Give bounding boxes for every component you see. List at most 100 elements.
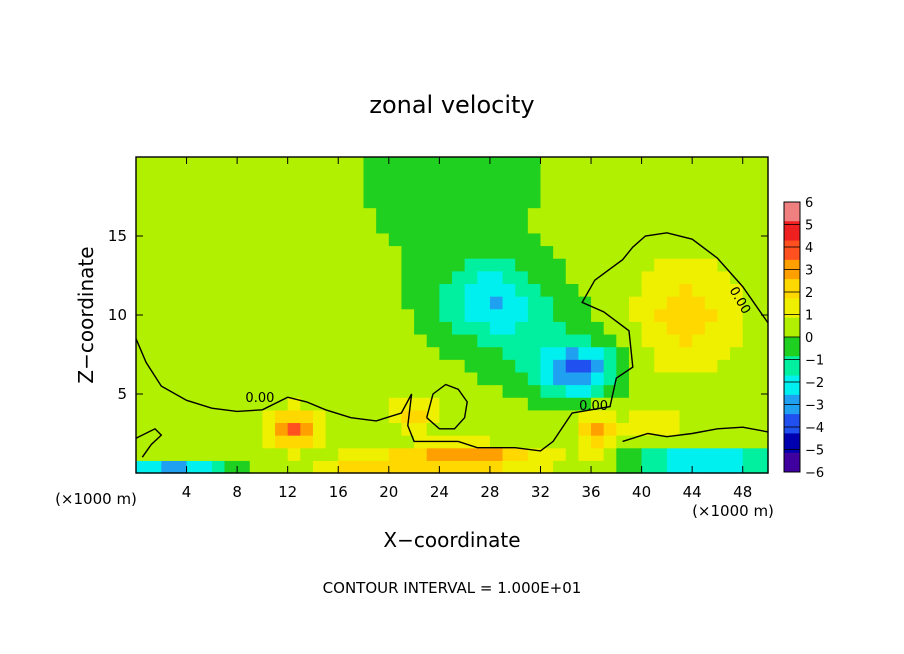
field-cell xyxy=(262,359,276,373)
field-cell xyxy=(641,308,655,322)
x-unit-left: (×1000 m) xyxy=(55,490,137,508)
field-cell xyxy=(414,283,428,297)
field-cell xyxy=(692,409,706,424)
field-cell xyxy=(388,232,403,247)
field-cell xyxy=(628,245,643,259)
field-cell xyxy=(565,435,579,449)
field-cell xyxy=(628,333,643,348)
field-cell xyxy=(350,321,365,335)
field-cell xyxy=(730,435,744,449)
field-cell xyxy=(388,371,403,386)
field-cell xyxy=(312,296,327,310)
field-cell xyxy=(275,270,289,284)
field-cell xyxy=(186,397,200,411)
field-cell xyxy=(628,194,643,209)
field-cell xyxy=(616,359,630,373)
field-cell xyxy=(755,296,769,310)
field-cell xyxy=(148,157,162,171)
field-cell xyxy=(692,359,706,373)
field-cell xyxy=(325,245,339,259)
field-cell xyxy=(578,447,592,461)
colorbar-swatch xyxy=(784,452,800,473)
field-cell xyxy=(502,422,516,436)
field-cell xyxy=(591,422,605,436)
x-tick-label: 20 xyxy=(379,483,398,501)
field-cell xyxy=(464,232,478,247)
field-cell xyxy=(730,220,744,234)
field-cell xyxy=(350,194,365,209)
field-cell xyxy=(527,397,542,411)
field-cell xyxy=(692,397,706,411)
colorbar-label: −2 xyxy=(805,376,824,391)
field-cell xyxy=(704,384,719,398)
colorbar-label: 4 xyxy=(805,241,813,256)
field-cell xyxy=(742,283,756,297)
field-cell xyxy=(148,245,162,259)
field-cell xyxy=(742,359,756,373)
field-cell xyxy=(173,220,188,234)
field-cell xyxy=(426,460,440,474)
field-cell xyxy=(325,308,339,322)
field-cell xyxy=(502,182,516,196)
field-cell xyxy=(628,207,643,221)
field-cell xyxy=(717,435,731,449)
field-cell xyxy=(515,232,529,247)
field-cell xyxy=(641,371,655,386)
field-cell xyxy=(489,182,504,196)
field-cell xyxy=(666,270,681,284)
field-cell xyxy=(464,270,478,284)
field-cell xyxy=(692,346,706,360)
field-cell xyxy=(591,220,605,234)
field-cell xyxy=(426,296,440,310)
field-cell xyxy=(249,321,263,335)
field-cell xyxy=(515,296,529,310)
field-cell xyxy=(338,384,352,398)
field-cell xyxy=(641,397,655,411)
field-cell xyxy=(275,422,289,436)
field-cell xyxy=(338,371,352,386)
field-cell xyxy=(730,270,744,284)
field-cell xyxy=(376,207,390,221)
field-cell xyxy=(262,258,276,272)
field-cell xyxy=(578,435,592,449)
field-cell xyxy=(679,447,693,461)
field-cell xyxy=(161,359,175,373)
field-cell xyxy=(148,333,162,348)
field-cell xyxy=(730,182,744,196)
field-cell xyxy=(477,435,491,449)
field-cell xyxy=(540,220,554,234)
field-cell xyxy=(350,157,365,171)
field-cell xyxy=(136,169,150,183)
field-cell xyxy=(426,384,440,398)
field-cell xyxy=(717,333,731,348)
field-cell xyxy=(502,258,516,272)
field-cell xyxy=(452,333,466,348)
field-cell xyxy=(477,296,491,310)
plot-area: 0.000.000.00 xyxy=(135,156,769,474)
field-cell xyxy=(439,194,453,209)
field-cell xyxy=(565,409,579,424)
field-cell xyxy=(692,447,706,461)
field-cell xyxy=(376,308,390,322)
field-cell xyxy=(363,308,377,322)
field-cell xyxy=(388,359,403,373)
field-cell xyxy=(527,409,542,424)
field-cell xyxy=(350,384,365,398)
field-cell xyxy=(452,182,466,196)
field-cell xyxy=(603,232,617,247)
field-cell xyxy=(502,333,516,348)
field-cell xyxy=(350,359,365,373)
field-cell xyxy=(628,232,643,247)
field-cell xyxy=(414,169,428,183)
field-cell xyxy=(565,346,579,360)
field-cell xyxy=(262,435,276,449)
field-cell xyxy=(338,333,352,348)
field-cell xyxy=(477,346,491,360)
field-cell xyxy=(553,435,567,449)
field-cell xyxy=(679,245,693,259)
field-cell xyxy=(414,194,428,209)
field-cell xyxy=(388,422,403,436)
field-cell xyxy=(666,384,681,398)
field-cell xyxy=(388,333,403,348)
field-cells xyxy=(136,157,769,474)
